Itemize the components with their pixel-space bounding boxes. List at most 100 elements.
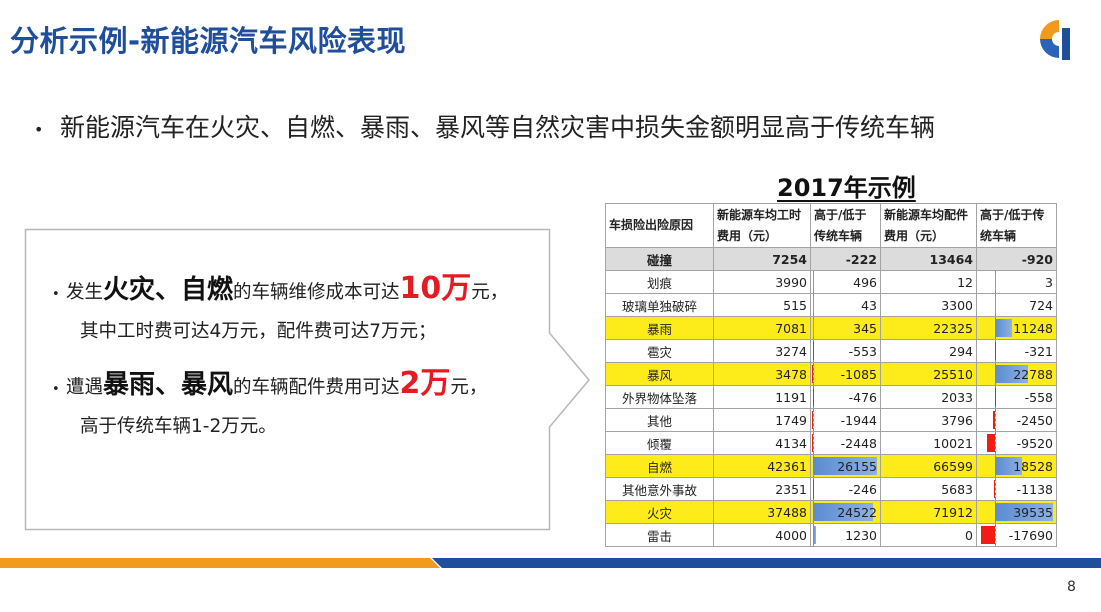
callout-emphasis: 暴雨、暴风 xyxy=(103,370,234,400)
cell-labor-diff-value: 43 xyxy=(861,297,877,313)
positive-bar xyxy=(995,365,1029,383)
bar-axis xyxy=(995,432,996,454)
cell-cause-value: 雹灾 xyxy=(646,344,672,360)
cell-labor-diff: 43 xyxy=(810,293,881,317)
cell-parts-diff-value: -321 xyxy=(1024,343,1053,359)
callout-text: 元， xyxy=(471,282,509,303)
cell-parts-cost-value: 66599 xyxy=(933,458,973,474)
table-row: 其他 1749 -1944 3796 -2450 xyxy=(605,408,1057,432)
cell-cause: 暴风 xyxy=(605,362,714,386)
callout-emphasis: 火灾、自燃 xyxy=(103,275,234,305)
callout-arrow-outline xyxy=(24,228,590,531)
negative-bar xyxy=(812,342,814,360)
negative-bar xyxy=(987,434,995,452)
cell-parts-cost-value: 2033 xyxy=(941,389,973,405)
cell-parts-cost: 5683 xyxy=(880,477,977,501)
cell-parts-diff-value: 18528 xyxy=(1013,458,1053,474)
cell-cause: 玻璃单独破碎 xyxy=(605,293,714,317)
cell-parts-diff: 11248 xyxy=(976,316,1057,340)
cell-cause: 雷击 xyxy=(605,523,714,547)
table-row: 暴风 3478 -1085 25510 22788 xyxy=(605,362,1057,386)
cell-labor-diff-value: -476 xyxy=(848,389,877,405)
cell-parts-cost: 2033 xyxy=(880,385,977,409)
cell-cause: 其他意外事故 xyxy=(605,477,714,501)
positive-bar xyxy=(813,457,877,475)
cell-labor-cost: 3990 xyxy=(713,270,811,294)
cell-labor-diff-value: 26155 xyxy=(837,458,877,474)
cell-parts-diff-value: -17690 xyxy=(1008,527,1053,543)
cell-labor-cost: 42361 xyxy=(713,454,811,478)
callout-text: 的车辆配件费用可达 xyxy=(233,377,400,398)
table-row: 倾覆 4134 -2448 10021 -9520 xyxy=(605,431,1057,455)
callout-red-amount: 2万 xyxy=(399,366,451,401)
cell-parts-cost: 25510 xyxy=(880,362,977,386)
cell-labor-cost: 3478 xyxy=(713,362,811,386)
cell-labor-cost-value: 42361 xyxy=(767,458,807,474)
positive-bar xyxy=(813,273,815,291)
bar-axis xyxy=(813,432,814,454)
company-logo-icon xyxy=(1040,20,1070,60)
cell-parts-cost: 294 xyxy=(880,339,977,363)
cell-parts-diff: -9520 xyxy=(976,431,1057,455)
cell-cause: 划痕 xyxy=(605,270,714,294)
cell-cause-value: 划痕 xyxy=(646,275,672,291)
cell-parts-diff-value: 39535 xyxy=(1013,504,1053,520)
cell-labor-diff-value: 24522 xyxy=(837,504,877,520)
negative-bar xyxy=(812,388,814,406)
cell-cause-value: 暴雨 xyxy=(646,321,672,337)
cell-parts-cost: 12 xyxy=(880,270,977,294)
negative-bar xyxy=(994,480,996,498)
cell-parts-diff: -17690 xyxy=(976,523,1057,547)
cell-cause: 自燃 xyxy=(605,454,714,478)
cell-parts-cost-value: 13464 xyxy=(929,251,974,267)
cell-parts-cost-value: 12 xyxy=(957,274,973,290)
cell-labor-cost: 7254 xyxy=(713,247,811,271)
header-parts-cost: 新能源车均配件费用（元） xyxy=(880,203,977,248)
bar-axis xyxy=(813,409,814,431)
cell-labor-diff-value: -246 xyxy=(848,481,877,497)
cell-labor-diff-value: -222 xyxy=(845,251,877,267)
table-row: 其他意外事故 2351 -246 5683 -1138 xyxy=(605,477,1057,501)
negative-bar xyxy=(980,526,995,544)
cell-labor-diff: 24522 xyxy=(810,500,881,524)
cell-labor-diff: 345 xyxy=(810,316,881,340)
table-row: 雹灾 3274 -553 294 -321 xyxy=(605,339,1057,363)
cell-labor-diff: -553 xyxy=(810,339,881,363)
cell-labor-cost-value: 7254 xyxy=(772,251,807,267)
cell-cause: 碰撞 xyxy=(605,247,714,271)
cell-parts-diff: 39535 xyxy=(976,500,1057,524)
main-bullet: • 新能源汽车在火灾、自燃、暴雨、暴风等自然灾害中损失金额明显高于传统车辆 xyxy=(34,108,935,144)
cell-labor-diff-value: -553 xyxy=(848,343,877,359)
cell-cause-value: 暴风 xyxy=(646,367,672,383)
header-labor-diff: 高于/低于传统车辆 xyxy=(810,203,881,248)
callout-text: 发生 xyxy=(66,282,104,303)
negative-bar xyxy=(812,365,814,383)
positive-bar xyxy=(813,503,873,521)
cell-labor-diff: -2448 xyxy=(810,431,881,455)
cell-labor-diff: -222 xyxy=(810,247,881,271)
cell-parts-cost: 10021 xyxy=(880,431,977,455)
cell-parts-diff-value: -2450 xyxy=(1016,412,1053,428)
cell-parts-cost-value: 71912 xyxy=(933,504,973,520)
cell-parts-diff-value: 3 xyxy=(1045,274,1053,290)
cell-labor-cost: 1191 xyxy=(713,385,811,409)
cell-labor-cost-value: 515 xyxy=(783,297,807,313)
cell-labor-cost-value: 1749 xyxy=(775,412,807,428)
cell-parts-diff-value: 724 xyxy=(1029,297,1053,313)
cell-labor-cost-value: 3274 xyxy=(775,343,807,359)
callout-detail: 其中工时费可达4万元，配件费可达7万元； xyxy=(80,321,437,342)
cell-parts-diff: 18528 xyxy=(976,454,1057,478)
main-bullet-text: 新能源汽车在火灾、自燃、暴雨、暴风等自然灾害中损失金额明显高于传统车辆 xyxy=(60,113,936,142)
callout-text: 遭遇 xyxy=(66,377,104,398)
cell-labor-cost-value: 4000 xyxy=(775,527,807,543)
cell-cause: 暴雨 xyxy=(605,316,714,340)
cell-parts-diff: 22788 xyxy=(976,362,1057,386)
cell-labor-diff-value: 1230 xyxy=(845,527,877,543)
table-row: 碰撞 7254 -222 13464 -920 xyxy=(605,247,1057,271)
cell-labor-cost: 37488 xyxy=(713,500,811,524)
cell-labor-diff: 1230 xyxy=(810,523,881,547)
negative-bar xyxy=(994,342,996,360)
positive-bar xyxy=(995,273,996,291)
positive-bar xyxy=(813,296,814,314)
cell-labor-diff: -1944 xyxy=(810,408,881,432)
